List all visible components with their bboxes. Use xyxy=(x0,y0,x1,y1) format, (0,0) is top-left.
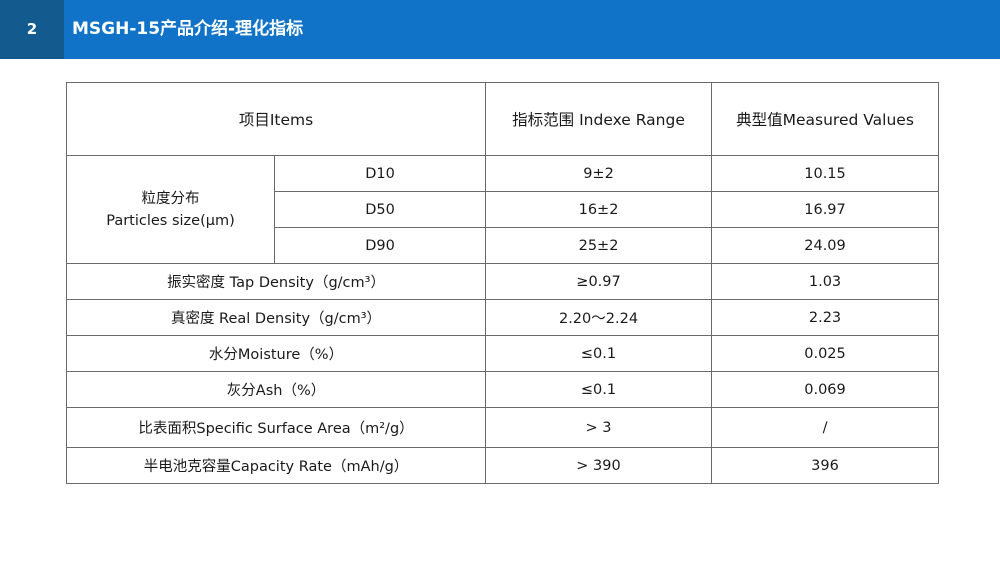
table-cell-value: 16.97 xyxy=(711,191,940,228)
table-cell-range: 16±2 xyxy=(485,191,713,228)
table-row: D50 16±2 16.97 xyxy=(67,191,940,228)
header-items: 项目Items xyxy=(65,82,487,156)
table-row: 水分Moisture（%） ≤0.1 0.025 xyxy=(65,335,940,372)
table-row: 振实密度 Tap Density（g/cm³） ≥0.97 1.03 xyxy=(65,263,940,300)
table-cell-range: > 3 xyxy=(485,407,713,448)
table-row: D90 25±2 24.09 xyxy=(67,227,940,264)
particle-size-label: 粒度分布 Particles size(μm) xyxy=(66,155,275,264)
spec-table: 项目Items 指标范围 Indexe Range 典型值Measured Va… xyxy=(65,82,940,484)
table-row: 粒度分布 Particles size(μm) D10 9±2 10.15 xyxy=(66,155,940,264)
table-cell-range: 25±2 xyxy=(485,227,713,264)
table-cell-item: 比表面积Specific Surface Area（m²/g） xyxy=(65,407,487,448)
table-cell-item: 灰分Ash（%） xyxy=(65,371,487,408)
table-cell-value: 396 xyxy=(711,447,940,484)
table-cell-value: 0.069 xyxy=(711,371,940,408)
table-cell-name: D10 xyxy=(273,155,487,192)
table-cell-name: D50 xyxy=(273,191,487,228)
slide-title: MSGH-15产品介绍-理化指标 xyxy=(72,19,304,39)
table-cell-range: 2.20～2.24 xyxy=(485,299,713,336)
table-row: 灰分Ash（%） ≤0.1 0.069 xyxy=(65,371,940,408)
table-cell-value: 2.23 xyxy=(711,299,940,336)
table-cell-value: 10.15 xyxy=(711,155,940,192)
table-cell-item: 振实密度 Tap Density（g/cm³） xyxy=(65,263,487,300)
table-cell-item: 真密度 Real Density（g/cm³） xyxy=(65,299,487,336)
table-cell-range: ≤0.1 xyxy=(485,335,713,372)
table-cell-name: D90 xyxy=(273,227,487,264)
table-cell-range: ≤0.1 xyxy=(485,371,713,408)
table-cell-range: > 390 xyxy=(485,447,713,484)
table-cell-item: 水分Moisture（%） xyxy=(65,335,487,372)
particle-size-label-cn: 粒度分布 xyxy=(141,190,200,207)
table-cell-value: 24.09 xyxy=(711,227,940,264)
slide-number: 2 xyxy=(0,0,64,59)
table-cell-value: / xyxy=(711,407,940,448)
table-cell-value: 0.025 xyxy=(711,335,940,372)
header-range: 指标范围 Indexe Range xyxy=(485,82,713,156)
table-header-row: 项目Items 指标范围 Indexe Range 典型值Measured Va… xyxy=(65,82,940,156)
particle-size-label-en: Particles size(μm) xyxy=(106,212,235,229)
table-row: 半电池克容量Capacity Rate（mAh/g） > 390 396 xyxy=(65,447,940,484)
table-cell-range: 9±2 xyxy=(485,155,713,192)
slide-header: 2 MSGH-15产品介绍-理化指标 xyxy=(0,0,1000,59)
table-cell-range: ≥0.97 xyxy=(485,263,713,300)
table-row: 真密度 Real Density（g/cm³） 2.20～2.24 2.23 xyxy=(65,299,940,336)
table-row: 比表面积Specific Surface Area（m²/g） > 3 / xyxy=(65,407,940,448)
header-values: 典型值Measured Values xyxy=(711,82,940,156)
table-cell-item: 半电池克容量Capacity Rate（mAh/g） xyxy=(65,447,487,484)
table-cell-value: 1.03 xyxy=(711,263,940,300)
